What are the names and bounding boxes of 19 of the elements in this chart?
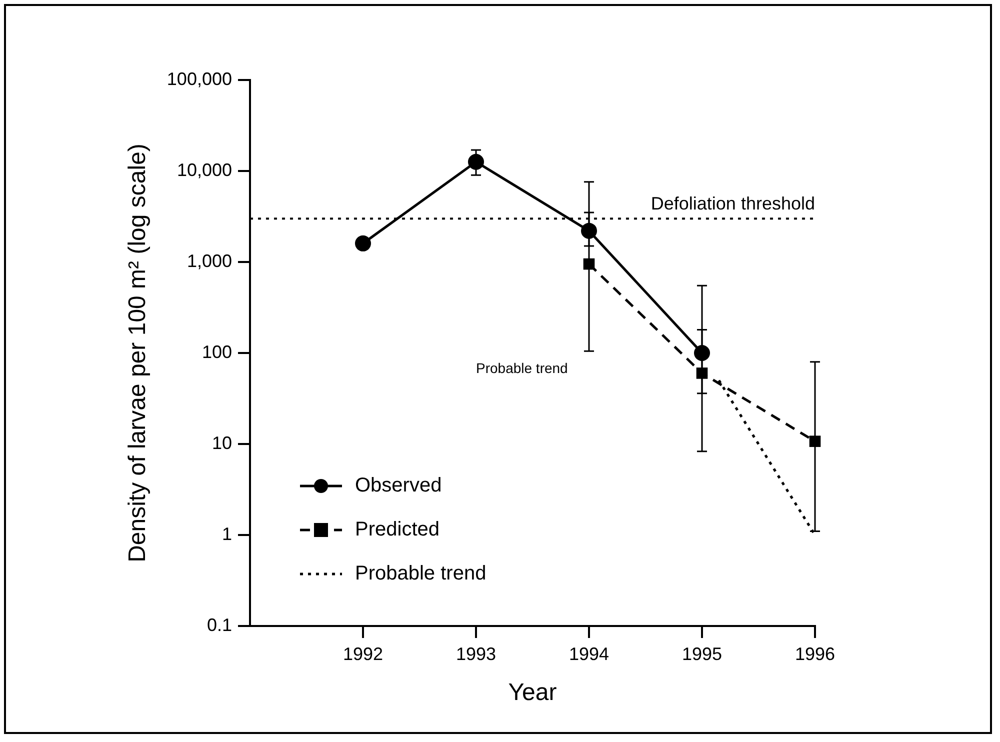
y-tick-label: 100,000 <box>166 68 232 89</box>
y-tick-label: 0.1 <box>206 614 232 635</box>
y-tick-label: 10,000 <box>176 160 232 180</box>
ref-line-label: Defoliation threshold <box>650 194 815 214</box>
legend-label: Predicted <box>355 518 440 541</box>
y-tick-label: 10 <box>212 432 232 453</box>
x-axis-title: Year <box>508 679 557 706</box>
x-tick-label: 1993 <box>456 644 496 664</box>
x-tick-label: 1994 <box>568 644 610 664</box>
legend-label: Probable trend <box>355 562 486 585</box>
y-tick-label: 1,000 <box>186 250 232 271</box>
x-tick-label: 1992 <box>342 644 384 664</box>
x-tick-label: 1995 <box>682 644 722 664</box>
y-axis-title: Density of larvae per 100 m² (log scale) <box>124 144 152 562</box>
y-tick-label: 100 <box>202 342 232 362</box>
legend-label: Observed <box>355 474 442 497</box>
x-tick-label: 1996 <box>794 644 836 664</box>
y-tick-label: 1 <box>222 524 232 544</box>
annotation: Probable trend <box>476 360 568 376</box>
